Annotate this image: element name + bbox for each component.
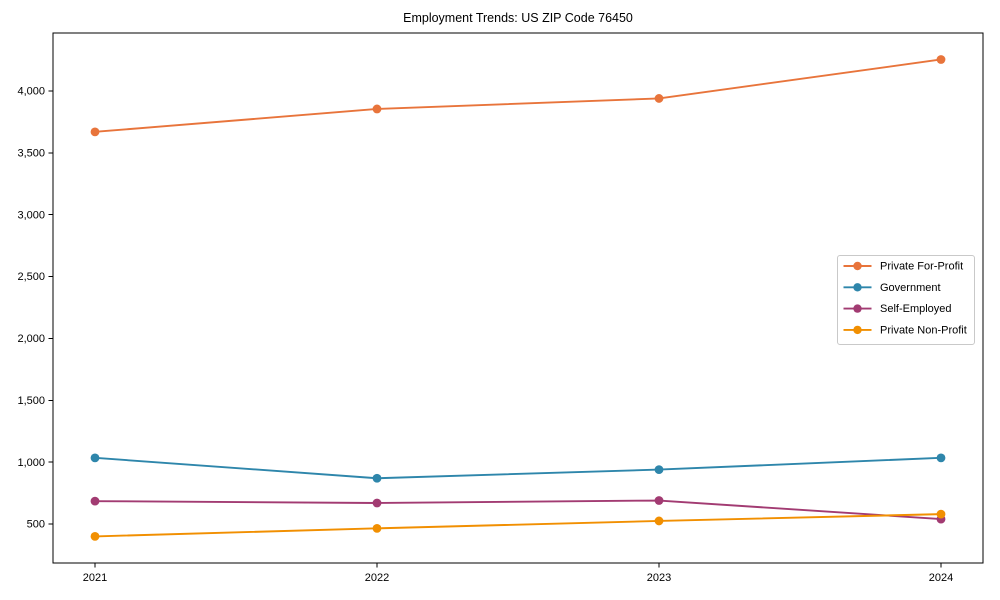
axes-box (52, 32, 984, 564)
data-point-private-non-profit (654, 516, 664, 526)
legend-marker (853, 304, 862, 313)
data-series (90, 55, 946, 541)
series-line-self-employed (94, 499, 942, 521)
data-point-self-employed (90, 496, 100, 506)
y-tick-label: 1,000 (17, 457, 45, 469)
y-tick-label: 500 (27, 519, 45, 531)
series-line-private-for-profit (94, 58, 942, 133)
data-point-private-non-profit (372, 523, 382, 533)
data-point-private-for-profit (372, 104, 382, 114)
y-tick-label: 3,000 (17, 209, 45, 221)
series-line-private-non-profit (94, 513, 942, 538)
y-tick-label: 3,500 (17, 148, 45, 160)
legend-marker (853, 261, 862, 271)
x-tick-label: 2024 (929, 572, 953, 584)
data-point-government (372, 473, 382, 483)
y-tick-label: 1,500 (17, 395, 45, 407)
data-point-government (654, 465, 664, 474)
data-point-private-for-profit (936, 55, 946, 64)
data-point-private-non-profit (90, 532, 100, 541)
legend-marker (853, 283, 862, 292)
legend-marker (853, 325, 862, 335)
axis-ticks: 500 1,000 1,500 2,000 2,500 3,000 3,500 4,000 20… (17, 86, 953, 584)
y-tick-label: 4,000 (17, 86, 45, 98)
legend-box (837, 255, 975, 345)
legend-label: Self-Employed (880, 303, 952, 315)
data-point-government (90, 453, 100, 463)
x-tick-label: 2021 (83, 572, 107, 584)
legend: Private For-Profit Government Self-Employe… (837, 255, 975, 345)
series-line-government (94, 456, 942, 480)
data-point-government (936, 453, 946, 463)
legend-label: Private For-Profit (880, 261, 963, 273)
y-tick-label: 2,500 (17, 271, 45, 283)
data-point-private-non-profit (936, 509, 946, 519)
data-point-private-for-profit (654, 94, 664, 103)
data-point-private-for-profit (90, 127, 100, 137)
data-point-self-employed (654, 496, 664, 505)
plot-frame (52, 32, 984, 564)
chart-title: Employment Trends: US ZIP Code 76450 (403, 11, 633, 25)
legend-label: Private Non-Profit (880, 325, 967, 337)
x-tick-label: 2023 (647, 572, 671, 584)
data-point-self-employed (372, 498, 382, 508)
y-tick-label: 2,000 (17, 333, 45, 345)
x-tick-label: 2022 (365, 572, 389, 584)
legend-label: Government (880, 282, 941, 294)
